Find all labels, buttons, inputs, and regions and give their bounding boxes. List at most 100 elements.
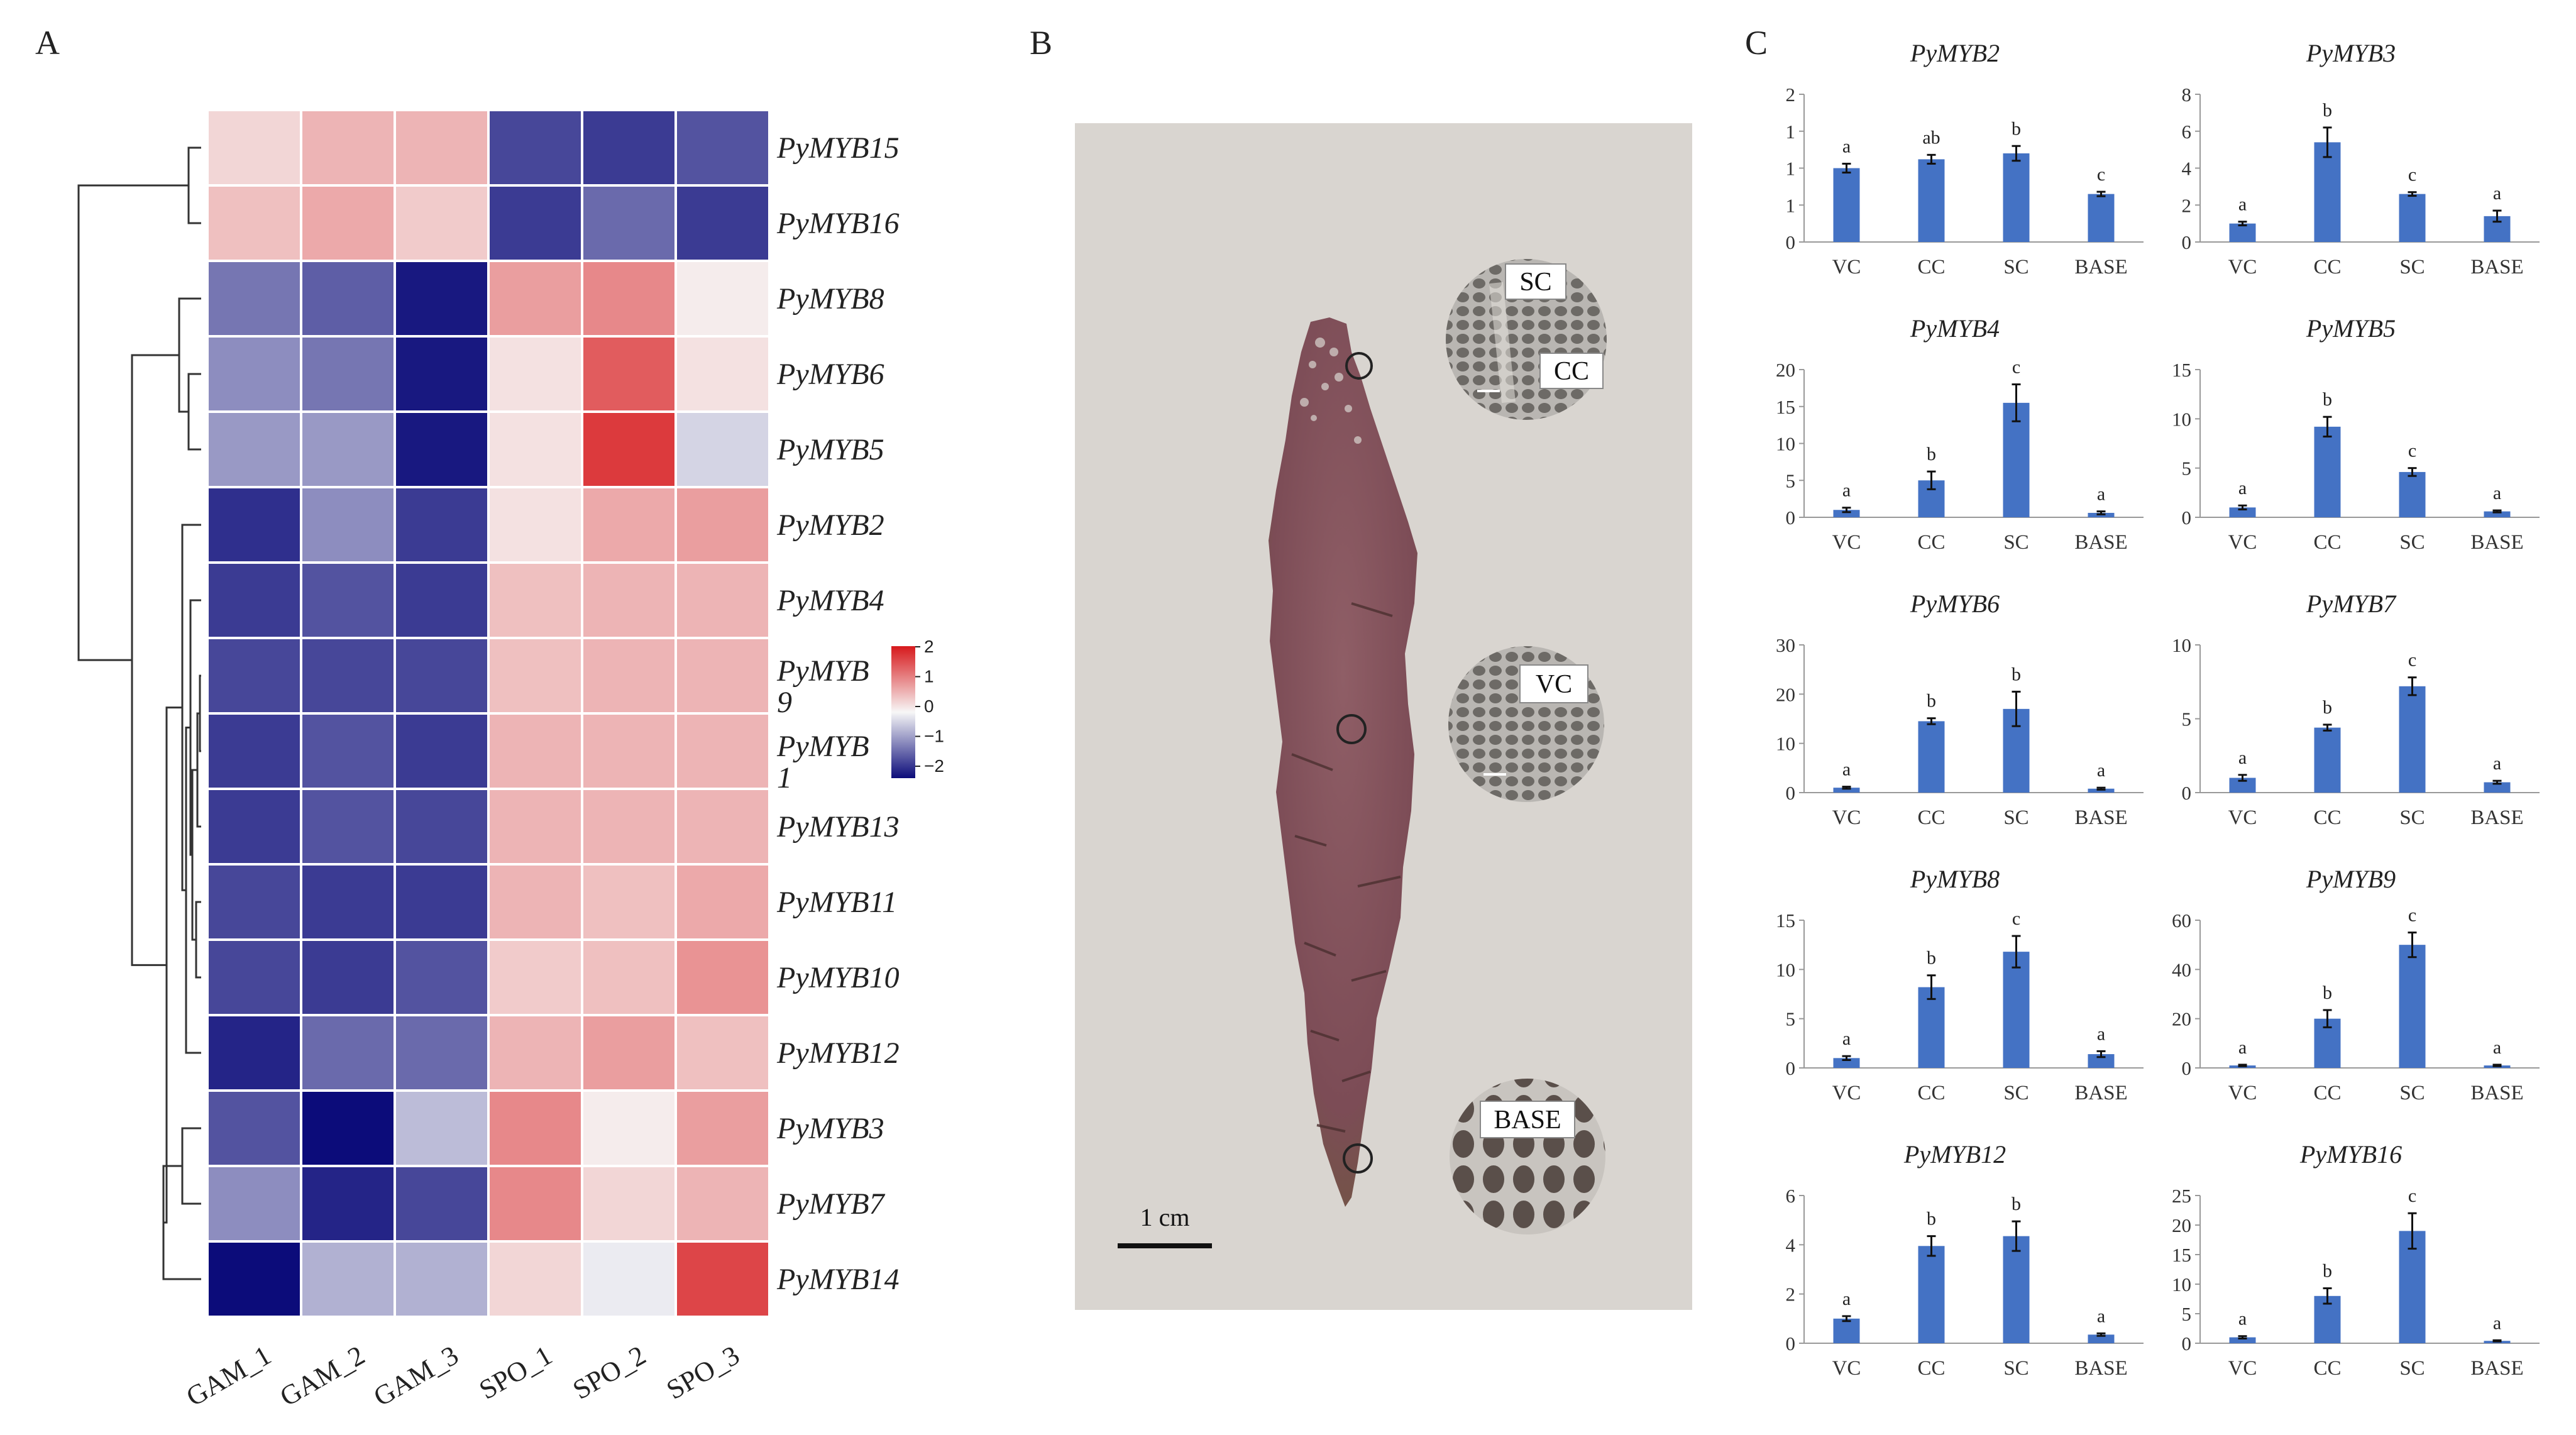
y-tick-label: 15 <box>1776 396 1795 418</box>
category-label: CC <box>2313 531 2341 554</box>
category-label: SC <box>2399 806 2425 829</box>
gene-label: PyMYB7 <box>776 1187 886 1221</box>
bar-chart: PyMYB12 0 2 4 6 a VC b CC b SC a BASE <box>1786 1140 2144 1380</box>
heatmap-cell <box>300 1014 396 1092</box>
dendrogram-branch <box>195 901 201 979</box>
y-tick-label: 4 <box>1786 1234 1796 1256</box>
y-tick-label: 10 <box>2172 408 2191 430</box>
heatmap-cell <box>581 938 677 1016</box>
heatmap-cell <box>300 938 396 1016</box>
significance-letter: a <box>2493 483 2501 503</box>
gene-label: PyMYB10 <box>776 961 900 994</box>
category-label: CC <box>1917 256 1945 278</box>
gene-label: PyMYB14 <box>776 1263 900 1296</box>
y-tick-label: 0 <box>1786 782 1796 804</box>
dendrogram-branch <box>199 674 201 752</box>
bar <box>2088 1334 2115 1343</box>
bar-chart-grid: PyMYB201112aVCabCCbSCcBASEPyMYB302468aVC… <box>1776 39 2540 1380</box>
chart-title: PyMYB16 <box>2299 1140 2402 1168</box>
category-label: SC <box>2003 1082 2028 1104</box>
heatmap-cell <box>581 335 677 413</box>
gene-label: PyMYB15 <box>776 131 900 165</box>
heatmap-cell <box>581 863 677 941</box>
heatmap-cell <box>487 561 583 639</box>
y-tick-label: 10 <box>1776 959 1795 981</box>
heatmap-cell <box>206 184 302 262</box>
thallus-folds <box>1291 602 1401 1133</box>
heatmap-cell <box>206 1165 302 1243</box>
heatmap-cell <box>394 486 490 564</box>
significance-letter: c <box>2408 650 2416 671</box>
significance-letter: a <box>2097 1306 2105 1326</box>
y-tick-label: 15 <box>2172 359 2191 381</box>
y-tick-label: 5 <box>1786 1008 1796 1030</box>
bar <box>2229 778 2256 793</box>
y-tick-label: 5 <box>2182 458 2192 480</box>
y-tick-label: 1 <box>1786 158 1796 180</box>
bar <box>2314 727 2341 793</box>
category-label: VC <box>2228 1082 2257 1104</box>
heatmap-cell <box>581 1014 677 1092</box>
significance-letter: a <box>1842 759 1851 780</box>
heatmap-cell <box>394 938 490 1016</box>
heatmap-cell <box>206 561 302 639</box>
y-tick-label: 6 <box>1786 1185 1796 1207</box>
chart-title: PyMYB7 <box>2306 590 2397 618</box>
category-label: VC <box>1832 256 1861 278</box>
heatmap-cell <box>674 260 771 338</box>
sample-label: SPO_1 <box>474 1339 558 1405</box>
heatmap-cell <box>206 637 302 715</box>
category-label: BASE <box>2074 256 2127 278</box>
dendrogram-branch <box>178 297 201 413</box>
gene-label: PyMYB11 <box>776 886 897 919</box>
heatmap-cell <box>206 1089 302 1167</box>
bar <box>2229 507 2256 517</box>
category-label: CC <box>1917 531 1945 554</box>
heatmap-cell <box>394 1240 490 1318</box>
significance-letter: b <box>2323 1261 2332 1282</box>
y-tick-label: 30 <box>1776 634 1795 656</box>
bar <box>1833 168 1860 242</box>
heatmap-cell <box>300 410 396 488</box>
y-tick-label: 0 <box>1786 231 1796 253</box>
heatmap-cell <box>487 938 583 1016</box>
significance-letter: a <box>2493 753 2501 774</box>
y-tick-label: 0 <box>2182 1333 2192 1355</box>
heatmap-cell <box>674 863 771 941</box>
heatmap-cell <box>581 712 677 790</box>
y-tick-label: 20 <box>1776 683 1795 705</box>
dendrogram-branch <box>185 727 201 1054</box>
y-tick-label: 0 <box>2182 507 2192 529</box>
bar-chart: PyMYB3 0 2 4 6 8 a VC b CC c SC a BASE <box>2182 39 2540 278</box>
heatmap-color-legend: 2 1 0 −1 −2 <box>891 637 944 778</box>
chart-title: PyMYB9 <box>2306 865 2396 893</box>
category-label: CC <box>1917 806 1945 829</box>
heatmap-cell <box>581 561 677 639</box>
legend-tick-label: −2 <box>924 756 944 776</box>
significance-letter: c <box>2408 1185 2416 1206</box>
sample-label: SPO_3 <box>661 1339 745 1405</box>
heatmap-cell <box>487 410 583 488</box>
category-label: CC <box>2313 806 2341 829</box>
heatmap-cells <box>206 109 771 1318</box>
bar <box>2399 686 2426 793</box>
heatmap-cell <box>300 863 396 941</box>
y-tick-label: 20 <box>1776 359 1795 381</box>
bar <box>1833 510 1860 517</box>
category-label: BASE <box>2470 1082 2523 1104</box>
y-tick-label: 15 <box>1776 910 1795 932</box>
heatmap-cell <box>674 486 771 564</box>
significance-letter: a <box>2097 760 2105 781</box>
sample-site-vc <box>1336 714 1367 744</box>
bar <box>2003 153 2030 242</box>
heatmap-cell <box>487 637 583 715</box>
heatmap-cell <box>300 486 396 564</box>
gene-label: PyMYB8 <box>776 282 884 316</box>
y-tick-label: 4 <box>2182 158 2192 180</box>
gene-label: PyMYB13 <box>776 810 900 844</box>
chart-title: PyMYB8 <box>1910 865 2000 893</box>
significance-letter: c <box>2097 164 2105 185</box>
panel-label-c: C <box>1745 24 1768 62</box>
y-tick-label: 40 <box>2172 959 2191 981</box>
significance-letter: a <box>2238 747 2247 768</box>
